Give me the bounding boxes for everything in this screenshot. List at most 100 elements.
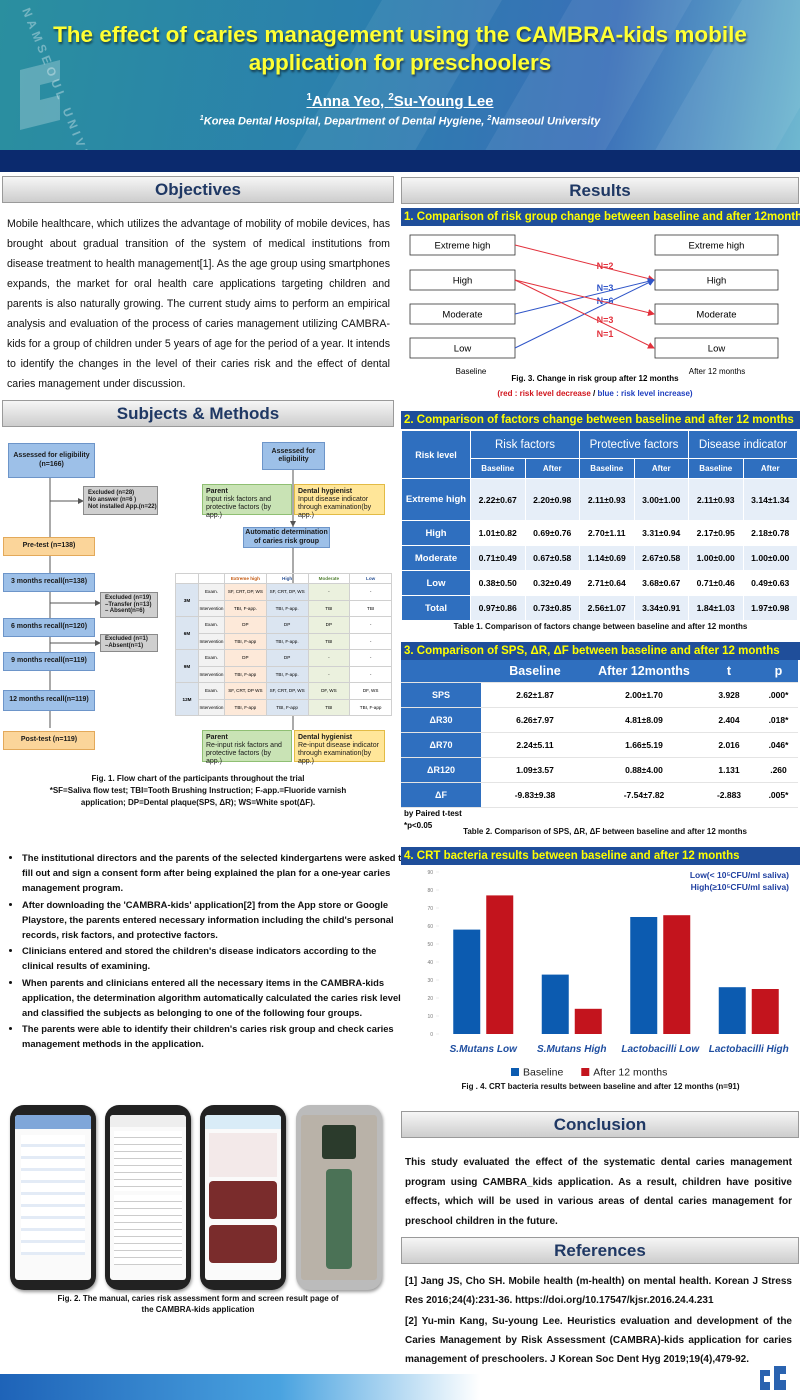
- sps-table: Baseline After 12months t p SPS 2.62±1.87 2.00…: [401, 660, 798, 808]
- table-row: Moderate 0.71±0.49 0.67±0.58 1.14±0.69 2.67±…: [401, 545, 798, 571]
- table-cell: 2.18±0.78: [742, 520, 798, 546]
- table-row: Total 0.97±0.86 0.73±0.85 2.56±1.07 3.34±0.9…: [401, 595, 798, 621]
- flow-text: –Transfer (n=13): [105, 601, 152, 608]
- footer-logo: [760, 1366, 786, 1390]
- table-cell: TBI, F-app: [224, 698, 267, 716]
- figure-caption: Fig. 2. The manual, caries risk assessme…: [40, 1293, 356, 1315]
- caption-line: Fig. 2. The manual, caries risk assessme…: [57, 1294, 339, 1303]
- table-header: Protective factors: [579, 430, 689, 459]
- author-sup: 2: [388, 92, 394, 103]
- table-cell: 0.38±0.50: [470, 570, 526, 596]
- table-row-label: Exam.: [198, 649, 225, 667]
- table-row-label: Exam.: [198, 682, 225, 700]
- bar: [541, 974, 569, 1034]
- reference-item: [1] Jang JS, Cho SH. Mobile health (m-he…: [405, 1276, 792, 1306]
- table-row-label: ΔF: [401, 782, 481, 808]
- author-sup: 1: [306, 92, 312, 103]
- table-cell: 3.00±1.00: [633, 478, 689, 521]
- table-cell: 2.71±0.64: [579, 570, 635, 596]
- table-cell: 1.66±5.19: [589, 732, 699, 758]
- table-row-label: ΔR30: [401, 707, 481, 733]
- arrow: [514, 279, 655, 316]
- table-cell: DF, WS: [307, 682, 351, 700]
- table-header: Disease indicator: [688, 430, 798, 459]
- level-label: Moderate: [442, 310, 482, 321]
- y-tick-label: 30: [427, 978, 433, 984]
- y-tick-label: 20: [427, 996, 433, 1002]
- table-row: Intervention TBI, F-app TBI, F-app TBI TBI, …: [176, 698, 392, 716]
- schedule-table: Extreme high High Moderate Low 3M Exam. SF, CR…: [175, 573, 392, 716]
- caption-line: the CAMBRA-kids application: [141, 1305, 255, 1314]
- flow-text: Excluded (n=28): [88, 490, 135, 497]
- table-row: Intervention TBI, F-app TBI, F-app. - -: [176, 665, 392, 683]
- table-cell: 2.11±0.93: [688, 478, 744, 521]
- table-header: Low: [349, 573, 392, 584]
- table-cell: 2.016: [699, 732, 759, 758]
- bullet-item: The institutional directors and the pare…: [22, 850, 407, 896]
- logo: NAMSEOUL UNIVERSITY: [19, 6, 114, 150]
- flow-box: Pre-test (n=138): [3, 537, 95, 556]
- section-heading: Conclusion: [401, 1111, 799, 1138]
- y-tick-label: 70: [427, 906, 433, 912]
- chart-annotation: Low(< 10⁵CFU/ml saliva): [690, 870, 789, 880]
- table-cell: -: [349, 616, 392, 634]
- table-note: by Paired t-test: [404, 809, 462, 818]
- table-cell: .046*: [759, 732, 798, 758]
- table-row: ΔR120 1.09±3.57 0.88±4.00 1.131.260: [401, 757, 798, 783]
- table-cell: 0.49±0.63: [742, 570, 798, 596]
- table-cell: DP: [307, 616, 351, 634]
- figure-legend: (red : risk level decrease / blue : risk…: [497, 389, 693, 398]
- table-subheader: After: [742, 458, 798, 479]
- legend-part: /: [591, 389, 598, 398]
- table-header: After 12months: [589, 660, 699, 683]
- table-cell: 1.00±0.00: [688, 545, 744, 571]
- table-row-label: Total: [401, 595, 471, 621]
- legend-swatch: [581, 1068, 590, 1076]
- arrow: [514, 279, 655, 349]
- bullet-item: The parents were able to identify their …: [22, 1021, 407, 1051]
- arrow-label: N=6: [597, 296, 614, 306]
- table-row-label: ΔR120: [401, 757, 481, 783]
- table-row: Extreme high 2.22±0.67 2.20±0.98 2.11±0.93 3…: [401, 478, 798, 521]
- table-cell: 3.928: [699, 682, 759, 708]
- level-box: [654, 234, 779, 256]
- table-cell: TBI, F-app: [224, 632, 267, 650]
- table-cell: 2.11±0.93: [579, 478, 635, 521]
- table-header: t: [699, 660, 759, 683]
- bar: [453, 929, 481, 1034]
- table-row: Risk level Risk factors Protective factors…: [401, 430, 798, 479]
- table-cell: SF, CRT, DP WS: [224, 682, 267, 700]
- table-header: Baseline: [481, 660, 589, 683]
- subsection-heading: 4. CRT bacteria results between baseline…: [401, 847, 800, 865]
- level-label: High: [707, 276, 727, 287]
- flow-text: Excluded (n=19): [105, 594, 152, 601]
- table-row-label: High: [401, 520, 471, 546]
- phone-screenshot: [105, 1105, 191, 1290]
- table-period: 12M: [175, 682, 199, 716]
- table-cell: 1.00±0.00: [742, 545, 798, 571]
- table-cell: 2.70±1.11: [579, 520, 635, 546]
- footer-band: [0, 1374, 800, 1400]
- flow-excluded: Excluded (n=19) –Transfer (n=13) – Absen…: [100, 592, 158, 618]
- legend-part: blue : risk level increase): [597, 389, 692, 398]
- table-cell: .000*: [759, 682, 798, 708]
- conclusion-text: This study evaluated the effect of the s…: [405, 1157, 792, 1227]
- table-cell: 1.97±0.98: [742, 595, 798, 621]
- level-label: Low: [708, 344, 726, 355]
- table-note: *p<0.05: [404, 821, 433, 830]
- table-cell: -: [307, 649, 351, 667]
- title-line: The effect of caries management using th…: [53, 22, 747, 47]
- flow-parent: Parent Re-input risk factors and protecti…: [202, 730, 292, 765]
- table-row: SPS 2.62±1.87 2.00±1.70 3.928.000*: [401, 682, 798, 708]
- table-subheader: Baseline: [688, 458, 744, 479]
- table-cell: DP: [224, 616, 267, 634]
- table-cell: [175, 573, 199, 584]
- arrow-label: N=2: [597, 261, 614, 271]
- section-heading: Subjects & Methods: [2, 400, 394, 427]
- title-line: application for preschoolers: [248, 50, 552, 75]
- level-label: Extreme high: [435, 241, 491, 252]
- phone-screenshot: [10, 1105, 96, 1290]
- caption-line: application; DP=Dental plaque(SPS, ΔR); …: [80, 798, 316, 807]
- table-cell: 3.31±0.94: [633, 520, 689, 546]
- methods-list: The institutional directors and the pare…: [4, 850, 407, 1053]
